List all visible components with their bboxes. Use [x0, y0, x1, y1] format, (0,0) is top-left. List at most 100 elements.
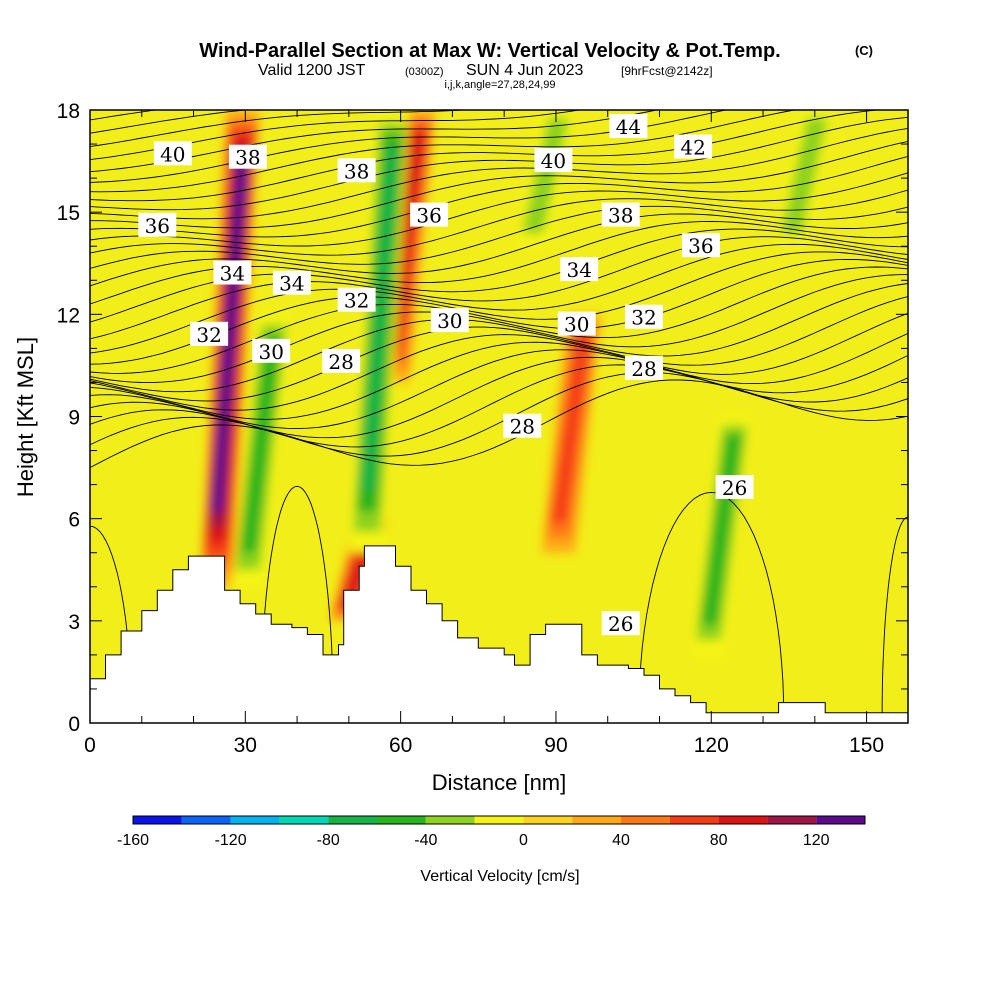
- theta-label-4: 40: [534, 148, 573, 173]
- theta-contour-line-10: [90, 258, 908, 374]
- y-axis-label: Height [Kft MSL]: [13, 337, 38, 497]
- colorbar-frame: [132, 815, 866, 825]
- colorbar-swatch-12: [718, 816, 768, 824]
- theta-label-box: [609, 114, 648, 138]
- theta-label-18: 30: [557, 311, 596, 337]
- subtitle-valid: Valid 1200 JST: [258, 62, 366, 79]
- colorbar-tick-label: -160: [117, 832, 149, 849]
- y-tick-label: 15: [57, 202, 80, 225]
- theta-label-19: 32: [625, 304, 663, 330]
- downdraft-core-1-level-4: [359, 147, 401, 491]
- colorbar-tick-label: -40: [414, 832, 437, 849]
- colorbar-swatch-14: [816, 816, 865, 824]
- theta-contour-line-27: [90, 110, 659, 173]
- potential-temperature-contours: [90, 110, 908, 717]
- theta-label-text: 34: [220, 262, 245, 286]
- y-tick-label: 9: [68, 407, 80, 430]
- theta-contour-low-0: [90, 525, 132, 717]
- colorbar-swatch-8: [523, 816, 573, 824]
- theta-contour-line-16: [90, 213, 908, 287]
- x-tick-label: 0: [84, 734, 96, 757]
- x-tick-label: 30: [234, 734, 257, 757]
- theta-label-2: 38: [337, 158, 376, 183]
- theta-label-3: 36: [410, 202, 449, 228]
- theta-label-text: 32: [196, 323, 221, 347]
- colorbar-swatch-1: [181, 816, 231, 824]
- colorbar-swatch-3: [279, 816, 329, 824]
- theta-contour-line-13: [90, 236, 908, 340]
- theta-label-box: [557, 311, 596, 336]
- theta-contour-low-2: [638, 491, 785, 717]
- theta-contour-line-6: [90, 296, 908, 411]
- theta-label-text: 44: [616, 115, 641, 139]
- colorbar-swatch-6: [425, 816, 475, 824]
- theta-contour-line-22: [90, 127, 908, 220]
- theta-contour-low-1: [260, 485, 334, 717]
- theta-label-text: 30: [564, 313, 589, 337]
- subtitle-indices: i,j,k,angle=27,28,24,99: [444, 79, 555, 91]
- theta-label-text: 38: [344, 159, 369, 183]
- theta-label-box: [337, 287, 376, 312]
- updraft-core-0-level-6: [210, 154, 249, 513]
- downdraft-core-4-level-2: [781, 117, 828, 234]
- theta-label-20: 28: [625, 355, 663, 381]
- x-axis-label: Distance [nm]: [432, 770, 567, 795]
- theta-label-17: 30: [430, 308, 469, 333]
- theta-contour-line-21: [90, 140, 908, 229]
- colorbar-swatch-13: [767, 816, 817, 824]
- theta-label-text: 36: [416, 204, 441, 228]
- theta-label-box: [715, 475, 754, 499]
- theta-label-0: 40: [153, 141, 192, 166]
- y-tick-label: 3: [68, 611, 80, 634]
- colorbar-swatch-2: [230, 816, 280, 824]
- theta-label-text: 40: [541, 149, 566, 173]
- theta-contour-line-3: [90, 354, 908, 439]
- theta-contour-line-7: [90, 283, 908, 402]
- theta-label-text: 26: [608, 612, 633, 636]
- theta-contour-line-17: [90, 205, 908, 269]
- subtitle-date: SUN 4 Jun 2023: [466, 62, 584, 79]
- title-block: Wind-Parallel Section at Max W: Vertical…: [199, 40, 873, 91]
- theta-label-text: 26: [722, 476, 747, 500]
- theta-label-6: 42: [674, 134, 713, 160]
- downdraft-core-0-level-3: [239, 334, 283, 553]
- theta-contour-line-5: [90, 312, 908, 420]
- theta-label-text: 40: [160, 142, 185, 166]
- theta-label-text: 36: [145, 214, 170, 238]
- colorbar-swatch-5: [377, 816, 426, 824]
- theta-label-box: [228, 144, 267, 169]
- theta-label-text: 28: [328, 350, 353, 374]
- colorbar-label: Vertical Velocity [cm/s]: [420, 868, 579, 885]
- theta-label-1: 38: [228, 144, 267, 170]
- y-tick-label: 6: [68, 509, 80, 532]
- theta-label-box: [153, 141, 192, 166]
- theta-label-14: 32: [190, 321, 229, 347]
- colorbar-swatch-0: [133, 816, 182, 824]
- y-tick-label: 12: [57, 304, 80, 327]
- colorbar-swatch-4: [328, 816, 377, 824]
- x-axis: 0 30 60 90 120 150: [84, 110, 884, 757]
- theta-label-text: 34: [566, 258, 591, 282]
- theta-label-16: 28: [322, 349, 361, 374]
- contour-labels: 40 38 38 36 40 44 42 36 38 36 34 34 32 34 32 30 28 30 30 32…: [138, 114, 754, 636]
- theta-label-box: [674, 134, 713, 159]
- theta-label-8: 38: [601, 202, 640, 228]
- theta-contour-line-30: [90, 110, 251, 134]
- theta-contour-line-9: [90, 266, 908, 384]
- theta-contour-line-20: [90, 155, 908, 238]
- x-tick-label: 90: [544, 734, 567, 757]
- theta-label-box: [625, 304, 663, 329]
- theta-label-10: 34: [213, 260, 252, 286]
- theta-label-box: [252, 338, 291, 363]
- y-tick-label: 0: [68, 713, 80, 736]
- theta-label-text: 38: [608, 204, 633, 228]
- theta-label-text: 28: [631, 357, 656, 381]
- colorbar-swatch-11: [669, 816, 719, 824]
- theta-label-text: 32: [344, 289, 369, 313]
- theta-contour-line-23: [90, 116, 908, 211]
- theta-label-box: [430, 308, 469, 333]
- theta-label-11: 34: [272, 270, 311, 296]
- theta-contour-line-4: [90, 332, 908, 430]
- theta-label-text: 42: [680, 136, 705, 160]
- theta-label-box: [601, 202, 640, 227]
